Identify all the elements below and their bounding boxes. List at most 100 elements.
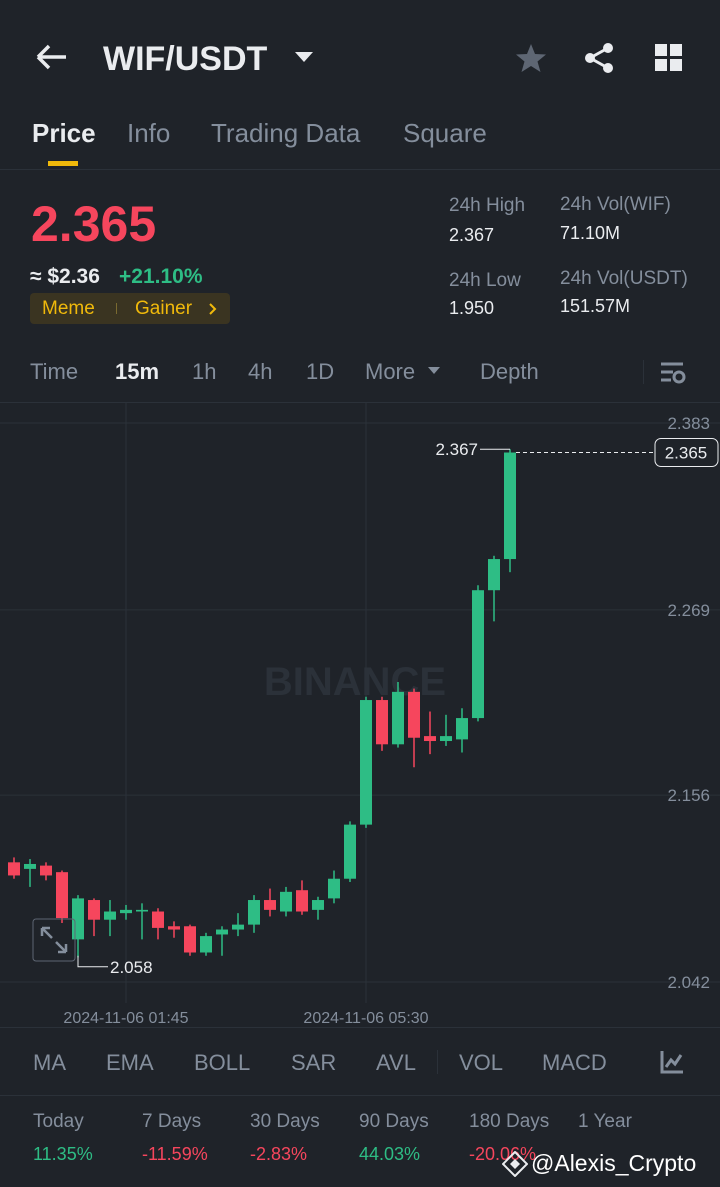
candle-body xyxy=(24,863,36,869)
candle-body xyxy=(296,890,308,912)
tag: Gainer xyxy=(135,298,193,319)
stat-value: 2.367 xyxy=(449,225,495,245)
price-change: +21.10% xyxy=(119,265,203,288)
tab-indicator xyxy=(48,161,78,166)
divider xyxy=(0,1095,720,1096)
divider xyxy=(643,360,644,384)
indicator[interactable]: AVL xyxy=(376,1050,416,1075)
tab[interactable]: Square xyxy=(403,118,487,148)
candle-body xyxy=(344,824,356,879)
candle-body xyxy=(312,900,324,910)
back-button[interactable] xyxy=(34,42,68,72)
y-tick-label: 2.383 xyxy=(667,414,710,433)
period-label: 30 Days xyxy=(250,1111,320,1132)
candle-body xyxy=(248,900,260,925)
divider xyxy=(0,402,720,403)
candle-body xyxy=(440,736,452,742)
more-dropdown xyxy=(428,367,440,374)
candle-body xyxy=(488,559,500,591)
favorite-star[interactable] xyxy=(515,42,547,74)
indicator[interactable]: MA xyxy=(33,1050,66,1075)
fiat-price: ≈ $2.36 xyxy=(30,265,100,288)
interval[interactable]: More xyxy=(365,359,416,384)
indicator-settings[interactable] xyxy=(659,1049,685,1075)
period-change: -20.06% xyxy=(469,1144,537,1164)
y-tick-label: 2.042 xyxy=(667,973,710,992)
candle-body xyxy=(264,900,276,910)
share-button[interactable] xyxy=(583,42,615,74)
y-tick-label: 2.156 xyxy=(667,786,710,805)
stat-label: 24h Vol(USDT) xyxy=(560,268,688,289)
candle-body xyxy=(104,911,116,920)
candle-body xyxy=(504,452,516,560)
stat-label: 24h Vol(WIF) xyxy=(560,194,671,215)
last-price: 2.365 xyxy=(31,196,157,252)
candle-body xyxy=(360,700,372,825)
x-tick-label: 2024-11-06 05:30 xyxy=(303,1010,428,1027)
indicator[interactable]: BOLL xyxy=(194,1050,251,1075)
stat-value: 151.57M xyxy=(560,296,631,316)
divider xyxy=(437,1050,438,1074)
tab[interactable]: Price xyxy=(32,118,96,148)
period-change: 11.35% xyxy=(33,1144,93,1164)
candle-body xyxy=(168,926,180,930)
divider xyxy=(0,169,720,170)
candle-body xyxy=(424,736,436,742)
watermark: @Alexis_Crypto xyxy=(531,1150,697,1176)
watermark-logo xyxy=(502,1151,528,1177)
candle-body xyxy=(376,700,388,745)
candle-body xyxy=(152,911,164,928)
stat-label: 24h Low xyxy=(449,270,521,291)
interval[interactable]: 4h xyxy=(248,359,273,384)
stat-label: 24h High xyxy=(449,195,526,216)
interval[interactable]: 1h xyxy=(192,359,217,384)
pair-title[interactable]: WIF/USDT xyxy=(103,40,268,78)
chevron xyxy=(209,303,217,315)
interval[interactable]: Time xyxy=(30,359,79,384)
interval[interactable]: 15m xyxy=(115,359,160,384)
period-label: Today xyxy=(33,1111,84,1132)
y-tick-label: 2.269 xyxy=(667,601,710,620)
candle-body xyxy=(56,872,68,919)
period-label: 180 Days xyxy=(469,1111,550,1132)
candle-body xyxy=(200,936,212,953)
stat-value: 1.950 xyxy=(449,298,495,318)
last-price-label: 2.365 xyxy=(665,444,708,463)
tab[interactable]: Info xyxy=(127,118,171,148)
candle-body xyxy=(136,909,148,912)
divider xyxy=(0,1027,720,1028)
indicator[interactable]: VOL xyxy=(459,1050,504,1075)
period-label: 7 Days xyxy=(142,1111,202,1132)
candle-body xyxy=(184,926,196,953)
last-price-box xyxy=(654,438,719,468)
candle-body xyxy=(40,865,52,876)
stat-value: 71.10M xyxy=(560,223,621,243)
fullscreen-button xyxy=(32,918,76,962)
pair-dropdown[interactable] xyxy=(294,50,314,64)
candle-body xyxy=(328,878,340,899)
tag-bar[interactable]: Meme Gainer xyxy=(30,293,230,324)
candle-body xyxy=(8,862,20,876)
period-change: 44.03% xyxy=(359,1144,421,1164)
candle-body xyxy=(88,900,100,920)
x-tick-label: 2024-11-06 01:45 xyxy=(63,1010,188,1027)
period-label: 90 Days xyxy=(359,1111,429,1132)
candle-body xyxy=(120,909,132,914)
candle-body xyxy=(216,929,228,935)
indicator[interactable]: EMA xyxy=(106,1050,154,1075)
fullscreen-icon xyxy=(40,926,68,954)
candle-body xyxy=(472,590,484,719)
interval[interactable]: Depth xyxy=(480,359,539,384)
interval[interactable]: 1D xyxy=(306,359,335,384)
layout-button[interactable] xyxy=(655,44,683,72)
chart-settings[interactable] xyxy=(659,360,687,386)
indicator[interactable]: SAR xyxy=(291,1050,337,1075)
candle-body xyxy=(456,718,468,740)
indicator[interactable]: MACD xyxy=(542,1050,607,1075)
tab[interactable]: Trading Data xyxy=(211,118,361,148)
period-label: 1 Year xyxy=(578,1111,632,1132)
candle-body xyxy=(280,891,292,912)
candle-body xyxy=(392,691,404,745)
